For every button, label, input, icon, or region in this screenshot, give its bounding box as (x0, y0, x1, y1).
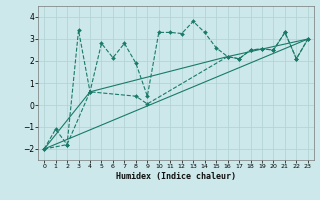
X-axis label: Humidex (Indice chaleur): Humidex (Indice chaleur) (116, 172, 236, 181)
